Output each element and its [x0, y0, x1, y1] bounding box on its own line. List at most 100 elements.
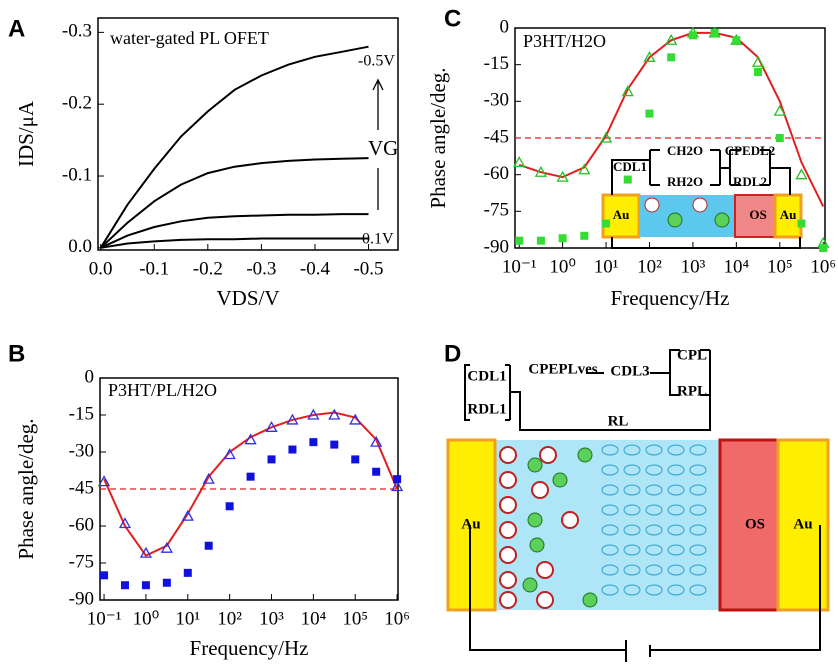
marker: [372, 467, 381, 476]
anion: [527, 457, 543, 473]
circuit-label: RDL2: [733, 174, 767, 189]
cation: [531, 481, 549, 499]
lipid: [601, 584, 619, 596]
marker: [100, 571, 109, 580]
marker: [819, 244, 828, 252]
marker: [536, 236, 545, 245]
electrode-label: Au: [461, 516, 480, 532]
marker: [204, 541, 213, 550]
anion: [714, 212, 730, 228]
marker: [751, 55, 765, 67]
anion: [667, 212, 683, 228]
marker: [328, 408, 341, 420]
semiconductor: [718, 438, 780, 612]
anion: [527, 512, 543, 528]
cation: [499, 496, 517, 514]
series-line: [99, 45, 369, 249]
y-tick-label: -30: [484, 90, 509, 111]
lipid: [667, 524, 685, 536]
lipid: [645, 484, 663, 496]
marker: [623, 175, 632, 184]
panel-label: D: [444, 340, 461, 367]
circuit-label: RPL: [677, 383, 707, 399]
marker: [183, 568, 192, 577]
x-tick-label: 10⁵: [342, 608, 368, 629]
lipid: [667, 444, 685, 456]
marker: [578, 163, 591, 175]
marker: [797, 219, 806, 228]
marker: [118, 517, 132, 529]
lipid: [689, 544, 707, 556]
lipid: [689, 584, 707, 596]
y-tick-label: -0.2: [62, 93, 92, 114]
cation: [499, 546, 517, 564]
electrode-label: Au: [780, 207, 797, 222]
series-line: [100, 157, 369, 249]
lipid: [601, 484, 619, 496]
lipid: [645, 584, 663, 596]
annotation: 0.1V: [362, 231, 394, 248]
marker: [349, 413, 362, 425]
lipid: [689, 524, 707, 536]
lipid: [645, 564, 663, 576]
lipid: [601, 524, 619, 536]
y-tick-label: -30: [69, 440, 94, 461]
marker: [513, 156, 526, 168]
x-tick-label: 10⁰: [549, 256, 576, 277]
x-tick-label: 10¹: [175, 608, 200, 629]
marker: [141, 581, 150, 590]
y-tick-label: 0: [85, 366, 95, 387]
marker: [267, 455, 276, 464]
marker: [775, 134, 784, 142]
series-line: [518, 31, 825, 207]
x-tick-label: 10⁻¹: [87, 608, 122, 629]
y-axis-title: IDS/μA: [14, 100, 38, 167]
lipid: [667, 504, 685, 516]
marker: [309, 438, 318, 447]
series-line: [103, 411, 399, 557]
x-tick-label: -0.2: [193, 258, 223, 279]
cation: [539, 446, 557, 464]
circuit-label: CH2O: [667, 143, 703, 158]
cation: [499, 471, 517, 489]
circuit-label: RH2O: [667, 174, 703, 189]
plot-frame: [97, 17, 399, 251]
marker: [602, 219, 611, 228]
cation: [561, 511, 579, 529]
lipid: [667, 564, 685, 576]
chart-title: water-gated PL OFET: [110, 28, 269, 48]
lipid: [601, 464, 619, 476]
lipid: [645, 464, 663, 476]
marker: [710, 28, 719, 37]
y-tick-label: -0.1: [62, 164, 92, 185]
lipid: [689, 504, 707, 516]
electrode: [601, 193, 641, 239]
y-tick-label: 0: [500, 16, 510, 37]
y-tick-label: -75: [69, 551, 94, 572]
circuit-label: CDL1: [467, 368, 506, 384]
electrode-label: Au: [613, 207, 630, 222]
annotation: VG: [368, 136, 398, 160]
circuit-label: CPL: [677, 347, 707, 363]
marker: [795, 168, 808, 180]
lipid: [623, 524, 641, 536]
marker: [515, 236, 524, 245]
inset-c: CDL1 CH2O RH2O CPEDL2 RDL2 Au OS Au: [601, 143, 803, 249]
marker: [645, 109, 654, 118]
electrode-label: OS: [749, 207, 766, 222]
cation: [692, 197, 708, 213]
circuit-label: CDL1: [613, 159, 647, 174]
anion: [577, 447, 593, 463]
y-axis-title: Phase angle/deg.: [14, 418, 38, 559]
marker: [160, 541, 173, 553]
circuit-label: RDL1: [467, 401, 506, 417]
diagram-d: D CDL1 RDL1 CPEPLves CDL3 CPL RPL RL Au …: [444, 340, 830, 662]
electrode-label: OS: [745, 516, 765, 532]
lipid: [667, 544, 685, 556]
marker: [307, 408, 320, 420]
lipid: [645, 544, 663, 556]
y-tick-label: -90: [484, 236, 509, 257]
y-tick-label: -15: [69, 403, 94, 424]
electrode: [773, 193, 803, 239]
